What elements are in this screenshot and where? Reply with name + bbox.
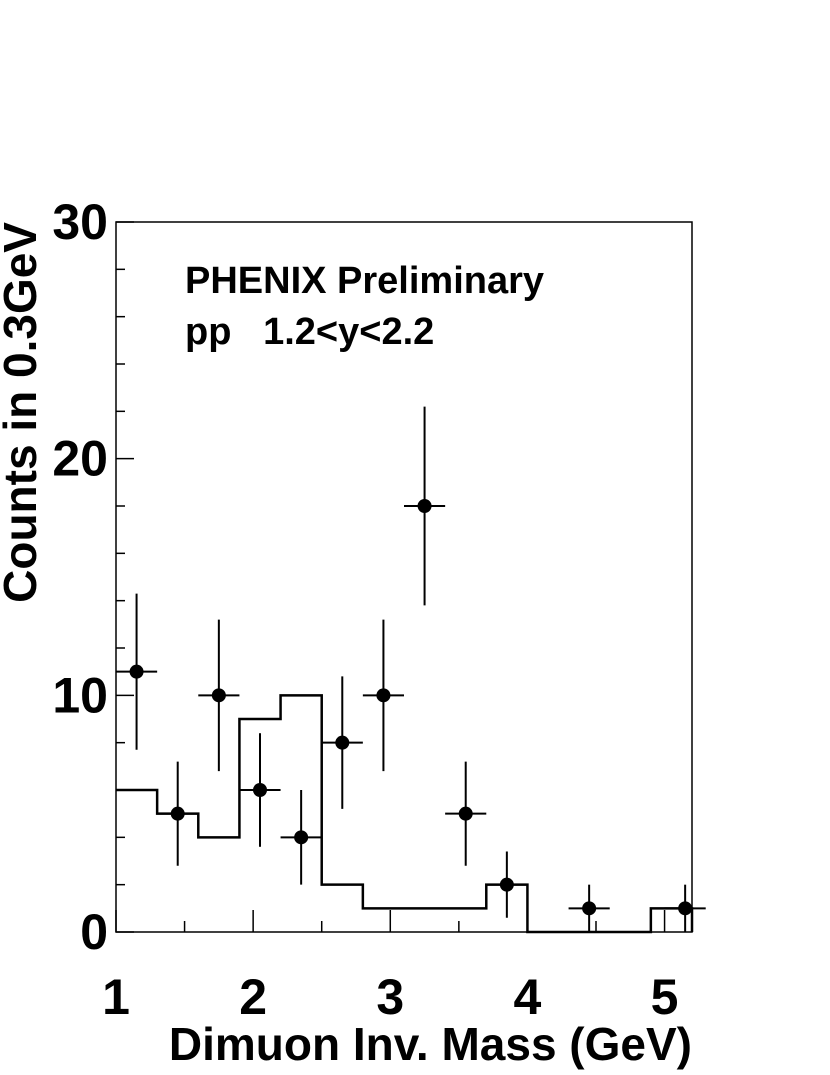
annotation-selection: pp 1.2<y<2.2 <box>185 311 434 353</box>
data-point <box>129 664 144 679</box>
x-tick-label: 1 <box>102 969 130 1025</box>
y-axis-title: Counts in 0.3GeV <box>0 222 46 603</box>
x-tick-label: 4 <box>514 969 542 1025</box>
data-point <box>417 499 432 513</box>
x-tick-label: 3 <box>376 969 404 1025</box>
y-tick-label: 30 <box>52 194 108 250</box>
data-point <box>335 735 350 750</box>
data-point <box>582 901 597 916</box>
histogram-line <box>116 694 694 934</box>
plot-frame <box>115 221 693 933</box>
data-point <box>170 806 185 821</box>
y-tick-label: 10 <box>52 667 108 723</box>
y-tick-label: 0 <box>80 904 108 960</box>
data-point <box>253 783 267 797</box>
x-tick-label: 5 <box>651 969 679 1025</box>
data-points-group <box>116 406 706 932</box>
data-point <box>294 830 309 845</box>
data-point <box>376 688 391 703</box>
y-tick-label: 20 <box>52 431 108 487</box>
data-point <box>499 877 514 892</box>
tick-labels-group: 1 2 3 4 5 0 10 20 30 <box>52 194 678 1025</box>
histogram-group <box>116 694 694 934</box>
data-point <box>211 688 226 703</box>
annotation-experiment: PHENIX Preliminary <box>185 260 544 302</box>
x-tick-label: 2 <box>239 969 267 1025</box>
x-axis-title: Dimuon Inv. Mass (GeV) <box>169 1018 692 1070</box>
data-point <box>458 806 473 821</box>
data-point <box>678 901 693 916</box>
